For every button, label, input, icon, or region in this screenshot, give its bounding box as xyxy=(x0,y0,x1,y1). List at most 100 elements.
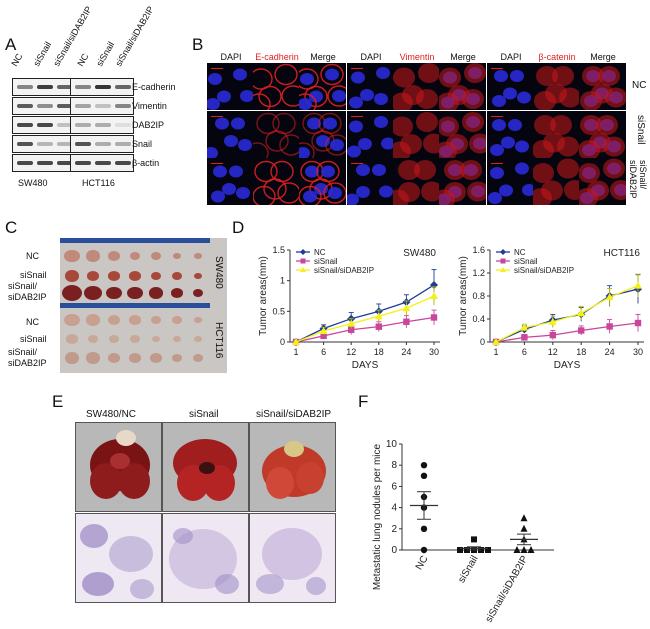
nucleus xyxy=(347,145,361,158)
if-image-tile xyxy=(487,63,534,110)
nucleus xyxy=(238,139,252,151)
y-tick-label: 0 xyxy=(280,337,285,347)
membrane-stain xyxy=(299,68,319,90)
y-axis-label: Tumor areas(mm) xyxy=(258,256,269,336)
nucleus xyxy=(332,90,346,102)
legend-marker xyxy=(500,258,506,264)
nucleus xyxy=(208,73,222,85)
membrane-stain xyxy=(253,68,273,90)
nucleus xyxy=(224,135,238,147)
nucleus xyxy=(207,98,220,110)
cytoplasm-stain xyxy=(393,116,413,137)
cytoplasm-stain xyxy=(533,163,554,183)
if-header: Vimentin xyxy=(399,52,435,62)
y-tick-label: 6 xyxy=(391,481,397,492)
nucleus xyxy=(309,90,323,103)
membrane-stain xyxy=(327,85,346,107)
legend-label: siSnail/siDAB2IP xyxy=(514,266,574,275)
legend-label: siSnail xyxy=(314,257,338,266)
cytoplasm-stain xyxy=(559,87,580,108)
tumor xyxy=(108,353,120,363)
if-header: E-cadherin xyxy=(255,52,299,62)
cytoplasm-stain xyxy=(580,115,602,135)
category-label: siSnail/siDAB2IP xyxy=(484,554,531,625)
blot-band xyxy=(37,161,53,165)
nucleus xyxy=(330,139,344,151)
series-line xyxy=(295,295,435,343)
cell-line-label: HCT116 xyxy=(82,178,115,188)
nucleus xyxy=(231,117,245,130)
if-image-tile xyxy=(439,63,486,110)
nucleus xyxy=(222,183,236,195)
if-image-tile xyxy=(347,111,394,158)
nucleus xyxy=(211,190,225,203)
data-point xyxy=(403,318,410,325)
cytoplasm-stain xyxy=(579,140,600,158)
data-point xyxy=(492,338,500,345)
cytoplasm-stain xyxy=(605,87,626,108)
tumor xyxy=(106,286,122,300)
if-image-tile xyxy=(393,111,440,158)
scale-bar xyxy=(211,116,223,117)
blot-strip xyxy=(70,78,134,96)
lung-column-header: SW480/NC xyxy=(86,409,137,420)
lung-photo-sisnail-sidab2ip xyxy=(249,422,336,512)
nucleus xyxy=(328,187,342,199)
cell-line-label: HCT116 xyxy=(213,322,224,359)
tumor-row-label: siSnail xyxy=(20,270,47,280)
tumor-row-label: NC xyxy=(26,251,39,261)
legend-marker xyxy=(500,249,506,255)
tumor xyxy=(173,335,181,343)
nucleus xyxy=(494,70,508,82)
nucleus xyxy=(379,185,393,198)
nucleus xyxy=(316,135,330,147)
membrane-stain xyxy=(279,134,300,156)
cytoplasm-stain xyxy=(414,160,436,180)
blot-band xyxy=(95,142,111,146)
blot-band xyxy=(57,85,73,89)
tumor xyxy=(194,272,202,280)
blot-strip xyxy=(70,97,134,115)
data-point xyxy=(577,309,586,317)
data-point xyxy=(548,317,557,325)
y-tick-label: 8 xyxy=(391,460,397,471)
blot-band xyxy=(17,104,33,108)
nucleus xyxy=(508,119,522,131)
data-point xyxy=(521,334,528,341)
nucleus xyxy=(490,144,504,156)
y-tick-label: 4 xyxy=(391,503,397,514)
blot-band xyxy=(17,161,33,165)
tumor xyxy=(172,272,182,280)
cytoplasm-stain xyxy=(467,181,486,202)
if-row-label: siSnail xyxy=(635,115,646,145)
if-image-tile xyxy=(207,63,254,110)
nucleus xyxy=(217,90,231,103)
nucleus xyxy=(321,165,335,178)
x-axis-label: DAYS xyxy=(554,360,581,371)
panel-letter-b: B xyxy=(192,35,204,54)
blot-strip xyxy=(70,116,134,134)
tumor xyxy=(64,249,80,263)
data-point xyxy=(430,314,438,321)
legend-marker xyxy=(500,267,506,272)
tumor xyxy=(129,315,141,325)
nucleus xyxy=(299,147,310,158)
nucleus xyxy=(374,93,388,105)
membrane-stain xyxy=(299,185,322,205)
blot-band xyxy=(115,142,131,146)
membrane-stain xyxy=(325,134,346,156)
x-tick-label: 1 xyxy=(493,347,498,357)
panel-letter-a: A xyxy=(5,35,17,54)
histology-nc xyxy=(75,513,162,603)
if-image-tile xyxy=(533,111,580,158)
scale-bar xyxy=(351,116,363,117)
if-image-tile xyxy=(253,63,300,110)
blot-band xyxy=(95,104,111,108)
tumor xyxy=(151,316,161,324)
blot-band xyxy=(115,161,131,165)
legend-marker xyxy=(300,258,306,264)
nucleus xyxy=(358,138,372,150)
tumor xyxy=(150,353,162,363)
legend-label: siSnail/siDAB2IP xyxy=(314,266,374,275)
nucleus xyxy=(229,165,243,178)
